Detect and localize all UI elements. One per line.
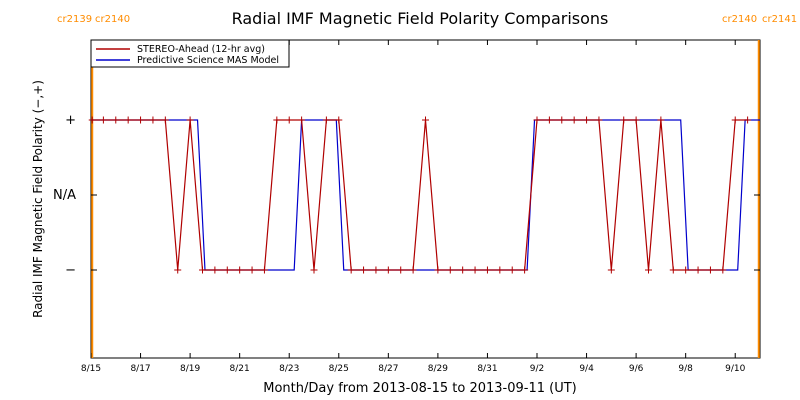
x-tick-label: 8/21 (230, 364, 250, 374)
data-point-marker (508, 266, 516, 274)
data-point-marker (211, 266, 219, 274)
data-point-marker (459, 266, 467, 274)
legend-label-mas: Predictive Science MAS Model (137, 55, 279, 66)
data-point-marker (694, 266, 702, 274)
series-stereo-line (92, 119, 748, 271)
cr-label-left-start: cr2139 (57, 14, 92, 25)
data-point-marker (186, 116, 194, 124)
data-point-marker (310, 266, 318, 274)
data-point-marker (149, 116, 157, 124)
data-point-marker (607, 266, 615, 274)
x-axis-label: Month/Day from 2013-08-15 to 2013-09-11 … (263, 381, 576, 396)
plot-frame (90, 39, 761, 359)
data-point-marker (124, 116, 132, 124)
data-point-marker (322, 116, 330, 124)
data-point-marker (99, 116, 107, 124)
cr-label-right-start: cr2140 (95, 14, 130, 25)
data-point-marker (471, 266, 479, 274)
data-point-marker (570, 116, 578, 124)
data-point-marker (496, 266, 504, 274)
series-mas-line (91, 119, 760, 271)
data-point-marker (397, 266, 405, 274)
data-point-marker (744, 116, 752, 124)
y-axis-ticks: − N/A + (53, 113, 760, 278)
data-point-marker (409, 266, 417, 274)
legend-label-stereo: STEREO-Ahead (12-hr avg) (137, 44, 265, 55)
legend-box (90, 39, 290, 68)
data-point-marker (533, 116, 541, 124)
data-point-marker (446, 266, 454, 274)
data-point-marker (595, 116, 603, 124)
data-point-marker (521, 266, 529, 274)
chart-title: Radial IMF Magnetic Field Polarity Compa… (232, 9, 609, 28)
data-point-marker (236, 266, 244, 274)
data-point-marker (583, 116, 591, 124)
data-point-marker (483, 266, 491, 274)
x-tick-label: 8/29 (428, 364, 448, 374)
carrington-rotation-lines (91, 40, 760, 358)
x-tick-label: 9/8 (678, 364, 693, 374)
data-point-marker (174, 266, 182, 274)
x-tick-label: 9/2 (530, 364, 544, 374)
data-point-marker (298, 116, 306, 124)
data-point-marker (285, 116, 293, 124)
legend: STEREO-Ahead (12-hr avg) Predictive Scie… (90, 39, 290, 68)
series-layer (88, 116, 760, 274)
x-tick-label: 8/23 (279, 364, 299, 374)
data-point-marker (669, 266, 677, 274)
data-point-marker (645, 266, 652, 274)
cr-label-left-end: cr2140 (722, 14, 757, 25)
data-point-marker (682, 266, 690, 274)
data-point-marker (347, 266, 355, 274)
data-point-marker (360, 266, 368, 274)
y-tick-label: − (65, 263, 76, 278)
x-tick-label: 8/27 (378, 364, 398, 374)
data-point-marker (422, 116, 429, 124)
data-point-marker (112, 116, 120, 124)
data-point-marker (260, 266, 268, 274)
data-point-marker (199, 266, 206, 274)
x-tick-label: 8/25 (329, 364, 349, 374)
x-tick-label: 9/6 (629, 364, 644, 374)
x-tick-label: 8/19 (180, 364, 200, 374)
x-tick-label: 8/15 (81, 364, 101, 374)
data-point-marker (88, 116, 96, 124)
data-point-marker (545, 116, 553, 124)
x-tick-label: 9/4 (579, 364, 594, 374)
cr-label-right-end: cr2141 (762, 14, 797, 25)
data-point-marker (223, 266, 231, 274)
data-point-marker (706, 266, 714, 274)
x-tick-label: 9/10 (725, 364, 745, 374)
data-point-marker (384, 266, 392, 274)
data-point-marker (657, 116, 665, 124)
data-point-marker (372, 266, 380, 274)
data-point-marker (137, 116, 145, 124)
data-point-marker (434, 266, 442, 274)
y-axis-label: Radial IMF Magnetic Field Polarity (−,+) (31, 80, 45, 318)
data-point-marker (558, 116, 566, 124)
y-tick-label: + (65, 113, 76, 128)
x-axis-ticks: 8/15 8/17 8/19 8/21 8/23 8/25 8/27 8/29 8/31 9/2 9… (81, 40, 746, 374)
data-point-marker (719, 266, 727, 274)
x-tick-label: 8/31 (477, 364, 497, 374)
data-point-marker (161, 116, 169, 124)
x-tick-label: 8/17 (130, 364, 150, 374)
data-point-marker (632, 116, 640, 124)
y-tick-label: N/A (53, 188, 76, 203)
data-point-marker (620, 116, 628, 124)
data-point-marker (248, 266, 256, 274)
data-point-marker (273, 116, 281, 124)
data-point-marker (335, 116, 343, 124)
data-point-marker (731, 116, 739, 124)
